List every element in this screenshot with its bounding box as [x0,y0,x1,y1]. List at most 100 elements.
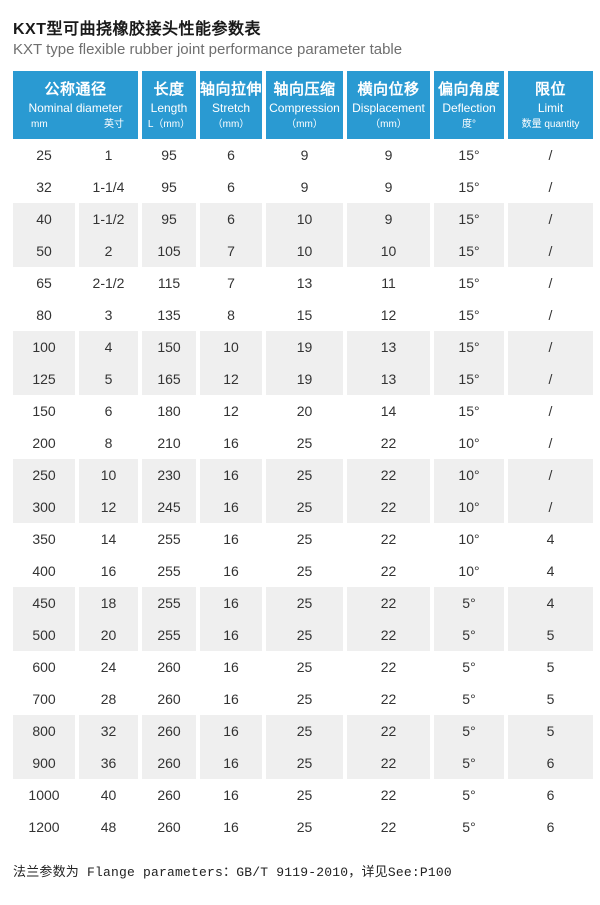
table-cell: 36 [79,747,138,779]
table-cell: 115 [157,275,181,291]
table-cell: 5° [462,659,476,675]
table-cell: 32 [36,179,52,195]
table-cell: 19 [266,363,343,395]
table-cell: 16 [223,435,239,451]
table-cell: 16 [223,563,239,579]
table-cell: 6 [227,147,235,163]
header-sub-unit: （mm） [212,119,250,130]
table-cell: 165 [142,363,196,395]
table-cell: 5° [434,715,504,747]
table-cell: 13 [296,275,313,291]
header-zh-label: 轴向拉伸 [200,81,263,98]
table-cell: 260 [157,659,181,675]
header-zh-label: 偏向角度 [437,81,500,98]
table-cell: 32 [79,715,138,747]
table-cell: 260 [157,787,181,803]
table-row: 32 1-1/4 95 6 9 9 15° / [13,171,593,203]
page-title-en: KXT type flexible rubber joint performan… [13,41,403,58]
table-row: 200 8 210 16 25 22 10° / [13,427,593,459]
table-cell: 15° [458,275,480,291]
table-cell: 7 [200,235,262,267]
table-cell: 25 [296,819,313,835]
footer-note: 法兰参数为 Flange parameters：GB/T 9119-2010，详… [13,865,452,880]
table-cell: 245 [142,491,196,523]
table-row: 900 36 260 16 25 22 5° 6 [13,747,593,779]
table-row: 125 5 165 12 19 13 15° / [13,363,593,395]
header-en-label: Displacement [352,101,425,115]
table-cell: 9 [300,179,309,195]
table-cell: 5° [434,747,504,779]
table-row: 300 12 245 16 25 22 10° / [13,491,593,523]
table-cell: 10 [266,203,343,235]
table-cell: 9 [300,147,309,163]
table-cell: 40 [13,203,75,235]
table-cell: 25 [266,619,343,651]
table-cell: 6 [227,179,235,195]
header-en-label: Nominal diameter [28,101,123,115]
table-cell: 5 [79,363,138,395]
table-cell: 4 [508,587,593,619]
table-cell: 4 [546,563,555,579]
table-cell: 450 [13,587,75,619]
table-cell: 150 [142,331,196,363]
table-cell: 12 [380,307,397,323]
table-cell: 16 [223,819,239,835]
table-cell: 95 [161,179,177,195]
table-cell: 25 [266,459,343,491]
table-header: 公称通径 Nominal diameter mm 英寸 长度 Length L（… [13,71,593,139]
header-en-label: Deflection [442,101,496,115]
table-cell: 16 [223,659,239,675]
table-cell: 22 [380,787,397,803]
table-cell: 6 [508,747,593,779]
table-cell: 3 [104,307,113,323]
table-row: 80 3 135 8 15 12 15° / [13,299,593,331]
table-cell: 10° [458,531,480,547]
table-cell: 95 [161,147,177,163]
table-cell: 200 [32,435,56,451]
table-cell: 260 [142,715,196,747]
table-cell: 6 [546,787,555,803]
table-cell: 25 [266,747,343,779]
table-cell: 7 [227,275,235,291]
table-cell: 16 [200,747,262,779]
table-cell: 230 [142,459,196,491]
table-row: 350 14 255 16 25 22 10° 4 [13,523,593,555]
table-cell: 10 [79,459,138,491]
table-cell: 1-1/4 [92,179,125,195]
header-sub-unit: 数量 quantity [521,119,580,130]
table-cell: 9 [384,179,393,195]
table-cell: / [508,363,593,395]
table-cell: 14 [100,531,117,547]
table-cell: 135 [157,307,181,323]
table-cell: 16 [223,691,239,707]
table-cell: 15° [434,235,504,267]
table-cell: 125 [13,363,75,395]
table-cell: 22 [347,715,430,747]
table-cell: 10 [347,235,430,267]
table-cell: 12 [223,403,239,419]
table-cell: 5° [462,787,476,803]
table-cell: 10 [200,331,262,363]
header-en-label: Limit [537,101,564,115]
header-en-label: Stretch [211,101,250,115]
table-cell: 25 [296,659,313,675]
table-cell: 1200 [28,819,60,835]
table-cell: 16 [200,619,262,651]
table-cell: 8 [227,307,235,323]
table-cell: 11 [381,275,396,291]
table-cell: / [508,491,593,523]
header-zh-label: 限位 [534,81,566,98]
table-cell: 15° [434,331,504,363]
table-row: 65 2-1/2 115 7 13 11 15° / [13,267,593,299]
page-title-zh: KXT型可曲挠橡胶接头性能参数表 [13,21,262,38]
table-row: 1200 48 260 16 25 22 5° 6 [13,811,593,843]
table-cell: 255 [157,531,181,547]
header-stretch: 轴向拉伸 Stretch （mm） [200,71,262,139]
table-cell: 40 [100,787,117,803]
table-cell: 255 [157,563,181,579]
header-nominal-diameter: 公称通径 Nominal diameter mm 英寸 [13,71,138,139]
table-cell: 5° [434,587,504,619]
table-cell: 25 [296,531,313,547]
table-cell: 18 [79,587,138,619]
